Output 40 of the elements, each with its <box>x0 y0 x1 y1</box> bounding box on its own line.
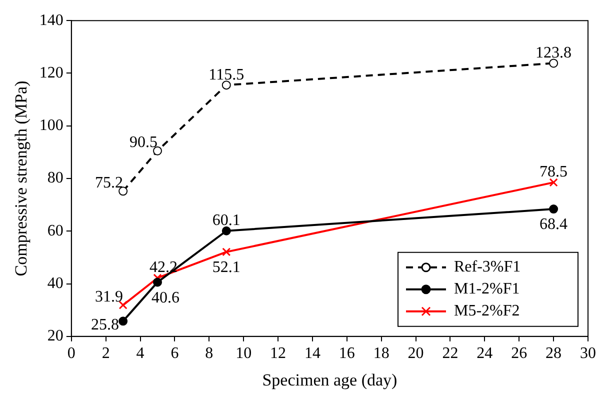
data-label: 123.8 <box>536 44 572 62</box>
y-tick-label: 60 <box>47 222 64 240</box>
x-tick-label: 24 <box>476 345 493 362</box>
x-tick-label: 14 <box>304 345 320 362</box>
y-tick-label: 40 <box>47 274 64 292</box>
legend-label: M5-2%F2 <box>454 302 520 320</box>
x-tick-label: 22 <box>442 345 458 362</box>
y-tick-label: 140 <box>39 12 64 29</box>
data-label: 90.5 <box>130 134 158 152</box>
data-label: 60.1 <box>212 212 240 230</box>
x-tick-label: 28 <box>546 345 562 362</box>
y-tick-label: 80 <box>47 170 64 187</box>
data-label: 115.5 <box>208 66 244 84</box>
x-tick-label: 12 <box>270 345 286 362</box>
x-tick-label: 0 <box>67 345 76 362</box>
data-label: 52.1 <box>212 259 240 276</box>
legend-label: M1-2%F1 <box>454 280 520 298</box>
y-tick-label: 120 <box>39 64 64 82</box>
y-tick-label: 20 <box>47 328 64 345</box>
y-tick-label: 100 <box>39 117 64 134</box>
data-label: 42.2 <box>150 259 178 276</box>
x-tick-label: 2 <box>102 345 110 362</box>
x-tick-label: 30 <box>580 345 596 362</box>
data-label: 31.9 <box>95 288 124 306</box>
data-label: 68.4 <box>540 216 568 234</box>
x-tick-label: 4 <box>136 345 144 362</box>
x-tick-label: 26 <box>511 345 528 362</box>
data-label: 78.5 <box>540 164 568 181</box>
data-label: 40.6 <box>152 289 180 306</box>
x-tick-label: 16 <box>338 345 355 362</box>
x-tick-label: 18 <box>373 345 390 362</box>
data-label: 25.8 <box>91 316 120 334</box>
x-axis-title: Specimen age (day) <box>262 370 398 390</box>
data-label: 75.2 <box>95 174 124 192</box>
x-tick-label: 6 <box>170 345 179 362</box>
x-tick-label: 10 <box>236 345 252 362</box>
legend-label: Ref-3%F1 <box>454 258 521 276</box>
x-tick-label: 20 <box>408 345 424 362</box>
x-tick-label: 8 <box>205 345 214 362</box>
y-axis-title: Compressive strength (MPa) <box>12 80 31 276</box>
